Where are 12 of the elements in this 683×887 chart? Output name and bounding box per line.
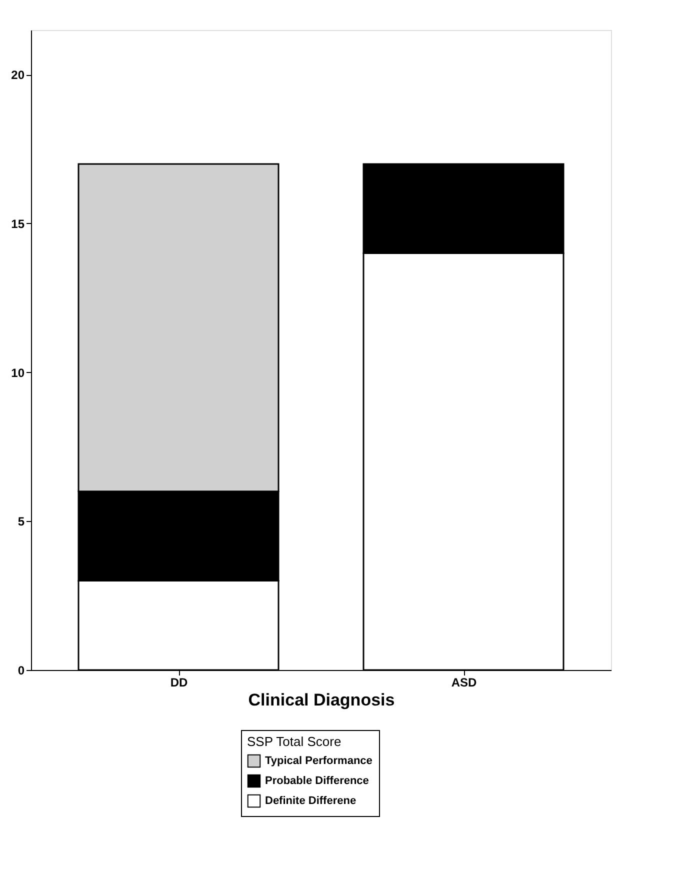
x-axis-title: Clinical Diagnosis — [248, 690, 395, 710]
y-tick-label: 10 — [11, 366, 25, 380]
legend-label: Typical Performance — [265, 755, 372, 767]
legend-title: SSP Total Score — [247, 734, 342, 749]
legend-label: Probable Difference — [265, 775, 369, 787]
y-tick-label: 5 — [18, 514, 25, 529]
x-tick-label: DD — [170, 676, 188, 690]
x-tick-label: ASD — [451, 676, 477, 690]
legend-label: Definite Differene — [265, 795, 356, 807]
y-tick-label: 20 — [11, 68, 25, 82]
y-tick-label: 15 — [11, 216, 25, 231]
y-tick-label: 0 — [18, 664, 25, 678]
